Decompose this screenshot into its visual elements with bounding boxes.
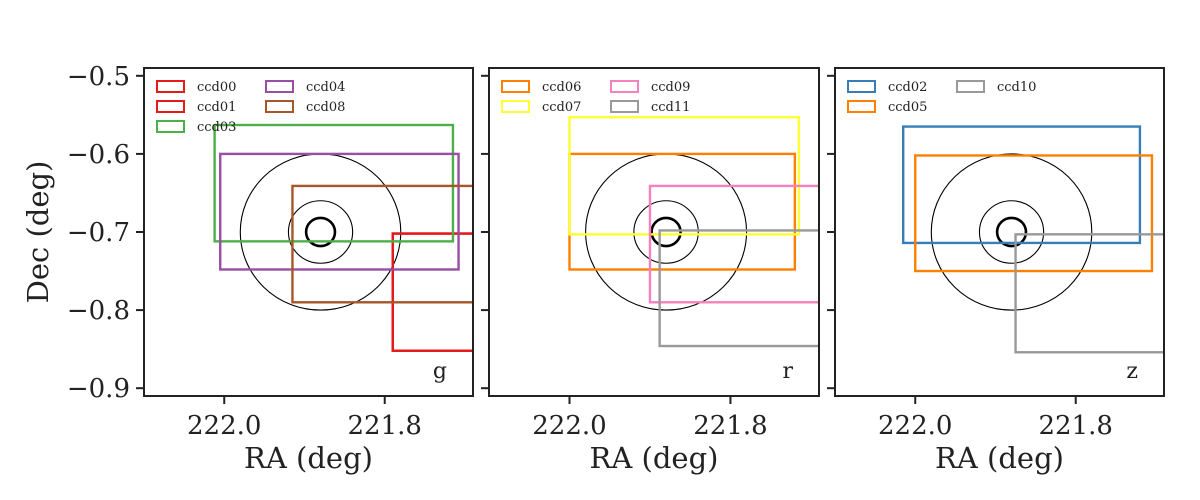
legend-label-ccd04: ccd04	[306, 80, 345, 95]
band-label: r	[782, 359, 793, 384]
ccd-footprint-ccd06	[568, 152, 797, 271]
x-tick-label: 222.0	[878, 411, 952, 441]
x-axis-label: RA (deg)	[590, 441, 719, 475]
ccd-footprint-ccd11	[658, 229, 819, 348]
x-tick-label: 221.8	[693, 411, 767, 441]
ccd-footprint-ccd01	[391, 232, 473, 352]
legend-swatch-ccd02	[847, 80, 876, 93]
panels-group: 222.0 221.8RA (deg)−0.5−0.6−0.7−0.8−0.9gc…	[67, 62, 1165, 475]
panel-g: 222.0 221.8RA (deg) −0.5 −0.6 −0.7 −0.8 −0.9 g c…	[67, 62, 474, 475]
legend-swatch-ccd10	[956, 80, 985, 93]
target-circle-r0	[239, 153, 402, 311]
legend-r: ccd06 ccd07 ccd09 ccd11	[501, 80, 690, 115]
target-circle-r1	[633, 200, 699, 264]
ccd-footprint-ccd02	[902, 125, 1142, 245]
legend-g: ccd00 ccd01 ccd03 ccd04 ccd08	[156, 80, 345, 135]
legend-swatch-ccd04	[265, 80, 294, 93]
y-axis-label: Dec (deg)	[21, 161, 55, 304]
legend-swatch-ccd00	[156, 80, 185, 93]
ccd-footprint-ccd08	[291, 184, 473, 304]
legend-swatch-ccd07	[501, 100, 530, 113]
legend-label-ccd00: ccd00	[197, 80, 236, 95]
plot-area-z	[902, 125, 1164, 354]
ccd-footprint-ccd09	[648, 184, 819, 304]
ccd-footprint-ccd07	[568, 115, 801, 236]
target-circle-r1	[978, 200, 1045, 264]
ccd-footprint-ccd10	[1014, 233, 1164, 354]
x-tick-label: 222.0	[532, 411, 606, 441]
ccd-footprint-ccd05	[914, 154, 1154, 273]
legend-z: ccd02 ccd05 ccd10	[847, 80, 1036, 115]
ccd-footprint-ccd04	[219, 152, 460, 271]
target-circle-r2	[995, 216, 1028, 248]
y-tick-label: −0.5	[67, 62, 130, 92]
plot-area-r	[568, 115, 819, 348]
y-tick-label: −0.7	[67, 218, 130, 248]
legend-label-ccd01: ccd01	[197, 100, 236, 115]
x-axis-label: RA (deg)	[935, 441, 1064, 475]
y-tick-label: −0.8	[67, 296, 130, 326]
legend-swatch-ccd03	[156, 120, 185, 133]
legend-swatch-ccd01	[156, 100, 185, 113]
legend-label-ccd11: ccd11	[651, 100, 690, 115]
legend-swatch-ccd09	[610, 80, 639, 93]
panel-frame-g	[143, 67, 474, 397]
legend-label-ccd06: ccd06	[542, 80, 581, 95]
target-circle-r0	[930, 153, 1093, 311]
x-tick-label: 221.8	[348, 411, 422, 441]
legend-label-ccd08: ccd08	[306, 100, 345, 115]
x-tick-label: 222.0	[187, 411, 261, 441]
target-circle-r1	[287, 200, 354, 264]
target-circle-r2	[650, 216, 682, 248]
legend-swatch-ccd05	[847, 100, 876, 113]
target-circle-r0	[585, 153, 748, 311]
plot-area-g	[213, 123, 473, 352]
panel-frame-z	[834, 67, 1165, 397]
y-tick-label: −0.6	[67, 140, 130, 170]
legend-label-ccd10: ccd10	[997, 80, 1036, 95]
panel-z: 222.0 221.8RA (deg) z ccd02 ccd05 ccd10	[827, 67, 1165, 475]
legend-label-ccd05: ccd05	[888, 100, 927, 115]
legend-swatch-ccd08	[265, 100, 294, 113]
band-label: g	[433, 359, 447, 384]
target-circle-r2	[304, 216, 337, 248]
legend-label-ccd09: ccd09	[651, 80, 690, 95]
band-label: z	[1126, 359, 1138, 384]
panel-r: 222.0 221.8RA (deg) r ccd06 ccd07 ccd09 ccd11	[481, 67, 820, 475]
legend-label-ccd02: ccd02	[888, 80, 927, 95]
x-tick-label: 221.8	[1039, 411, 1113, 441]
legend-label-ccd03: ccd03	[197, 120, 236, 135]
legend-swatch-ccd11	[610, 100, 639, 113]
y-tick-label: −0.9	[67, 374, 130, 404]
legend-label-ccd07: ccd07	[542, 100, 581, 115]
x-axis-label: RA (deg)	[244, 441, 373, 475]
ccd-footprint-ccd03	[213, 123, 455, 243]
legend-swatch-ccd06	[501, 80, 530, 93]
